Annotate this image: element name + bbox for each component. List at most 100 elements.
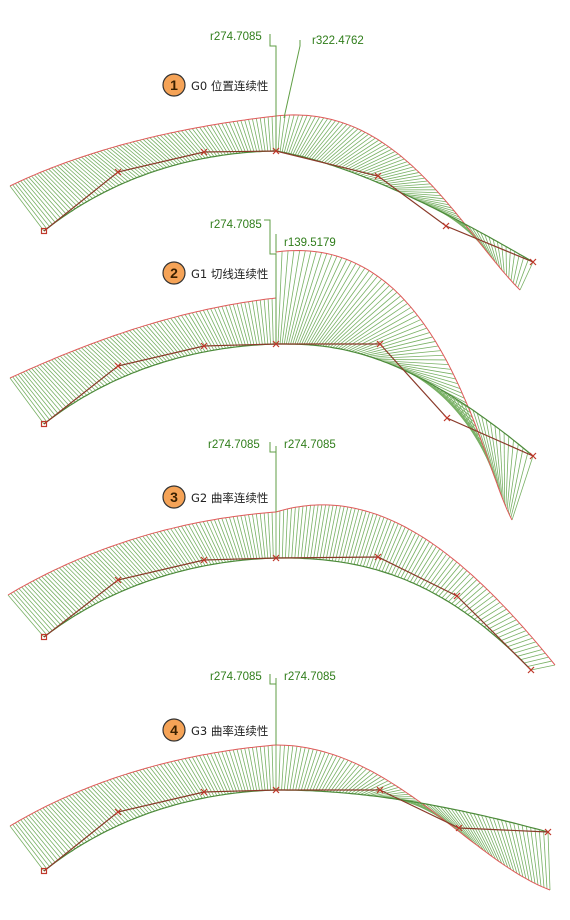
comb-tooth <box>304 119 332 158</box>
comb-tooth <box>517 649 543 657</box>
comb-tooth <box>118 543 153 581</box>
comb-tooth <box>23 818 59 861</box>
comb-tooth <box>384 180 428 186</box>
comb-tooth <box>244 119 255 153</box>
comb-tooth <box>353 776 382 795</box>
comb-tooth <box>285 508 289 558</box>
left-radius-label: r274.7085 <box>210 31 262 43</box>
comb-tooth <box>80 558 117 595</box>
comb-tooth <box>490 422 502 494</box>
comb-tooth <box>36 810 73 851</box>
comb-tooth <box>20 180 56 223</box>
comb-tooth <box>122 332 156 366</box>
comb-tooth <box>45 169 82 206</box>
comb-tooth <box>409 543 434 583</box>
comb-tooth <box>188 313 212 351</box>
comb-tooth <box>229 750 244 793</box>
comb-tooth <box>25 178 62 219</box>
comb-tooth <box>146 138 176 166</box>
comb-tooth <box>328 505 341 561</box>
comb-tooth <box>319 275 378 347</box>
badge-circle <box>162 261 186 285</box>
comb-tooth <box>181 130 206 159</box>
comb-tooth <box>480 232 494 260</box>
comb-tooth <box>83 556 120 593</box>
comb-tooth <box>292 115 312 155</box>
comb-tooth <box>485 419 500 491</box>
comb-tooth <box>149 137 179 165</box>
comb-tooth <box>372 520 392 569</box>
comb-tooth <box>202 310 224 349</box>
comb-tooth <box>369 518 388 569</box>
comb-tooth <box>411 197 450 206</box>
comb-tooth <box>217 123 235 154</box>
comb-tooth <box>195 756 218 796</box>
comb-tooth <box>81 347 117 381</box>
comb-tooth <box>214 124 232 155</box>
comb-tooth <box>329 133 369 165</box>
comb-tooth <box>259 117 266 152</box>
comb-tooth <box>375 791 406 797</box>
comb-tooth <box>17 181 53 225</box>
comb-tooth <box>286 114 299 154</box>
comb-tooth <box>477 605 504 623</box>
comb-tooth <box>116 334 150 368</box>
curve-right <box>276 557 532 671</box>
comb-tooth <box>202 521 224 563</box>
comb-tooth <box>87 345 123 378</box>
comb-tooth <box>199 310 221 350</box>
control-point-marker <box>272 786 280 794</box>
comb-tooth <box>31 813 67 855</box>
comb-tooth <box>474 601 501 620</box>
comb-tooth <box>259 513 266 559</box>
comb-tooth <box>524 656 549 664</box>
curvature-envelope-right <box>275 249 513 521</box>
radius-leaders <box>269 442 277 512</box>
curvature-comb-right <box>275 250 534 521</box>
comb-tooth <box>90 153 126 183</box>
comb-tooth <box>184 758 209 798</box>
comb-tooth <box>341 508 356 563</box>
comb-tooth <box>331 506 345 561</box>
comb-tooth <box>344 770 371 794</box>
comb-tooth <box>487 615 514 630</box>
comb-tooth <box>244 748 255 792</box>
comb-tooth <box>334 506 349 562</box>
comb-tooth <box>170 317 197 354</box>
comb-tooth <box>323 130 362 164</box>
comb-tooth <box>298 255 338 345</box>
comb-tooth <box>229 122 244 153</box>
comb-tooth <box>294 116 316 156</box>
panel-title: G2 曲率连续性 <box>191 491 268 505</box>
comb-tooth <box>195 522 218 564</box>
comb-tooth <box>334 137 376 167</box>
comb-tooth <box>312 267 366 346</box>
comb-tooth <box>112 778 147 815</box>
comb-tooth <box>236 303 249 346</box>
comb-tooth <box>41 576 79 615</box>
comb-tooth <box>106 338 141 371</box>
comb-tooth <box>271 745 274 791</box>
comb-tooth <box>106 148 141 177</box>
comb-tooth <box>485 816 506 866</box>
comb-tooth <box>93 152 129 182</box>
comb-tooth <box>357 156 402 175</box>
comb-tooth <box>451 579 478 605</box>
comb-tooth <box>51 359 88 396</box>
comb-tooth <box>145 534 176 573</box>
badge-number: 4 <box>170 722 178 738</box>
comb-tooth <box>28 814 64 857</box>
comb-tooth <box>510 251 516 281</box>
control-point-marker <box>544 828 552 836</box>
comb-tooth <box>109 546 144 584</box>
comb-tooth <box>132 329 165 363</box>
comb-tooth <box>159 531 188 570</box>
comb-tooth <box>281 250 295 345</box>
comb-tooth <box>177 316 203 353</box>
comb-tooth <box>457 585 484 609</box>
comb-tooth <box>177 526 203 567</box>
badge-number: 1 <box>170 77 178 93</box>
comb-tooth <box>163 134 191 162</box>
comb-tooth <box>494 425 503 498</box>
